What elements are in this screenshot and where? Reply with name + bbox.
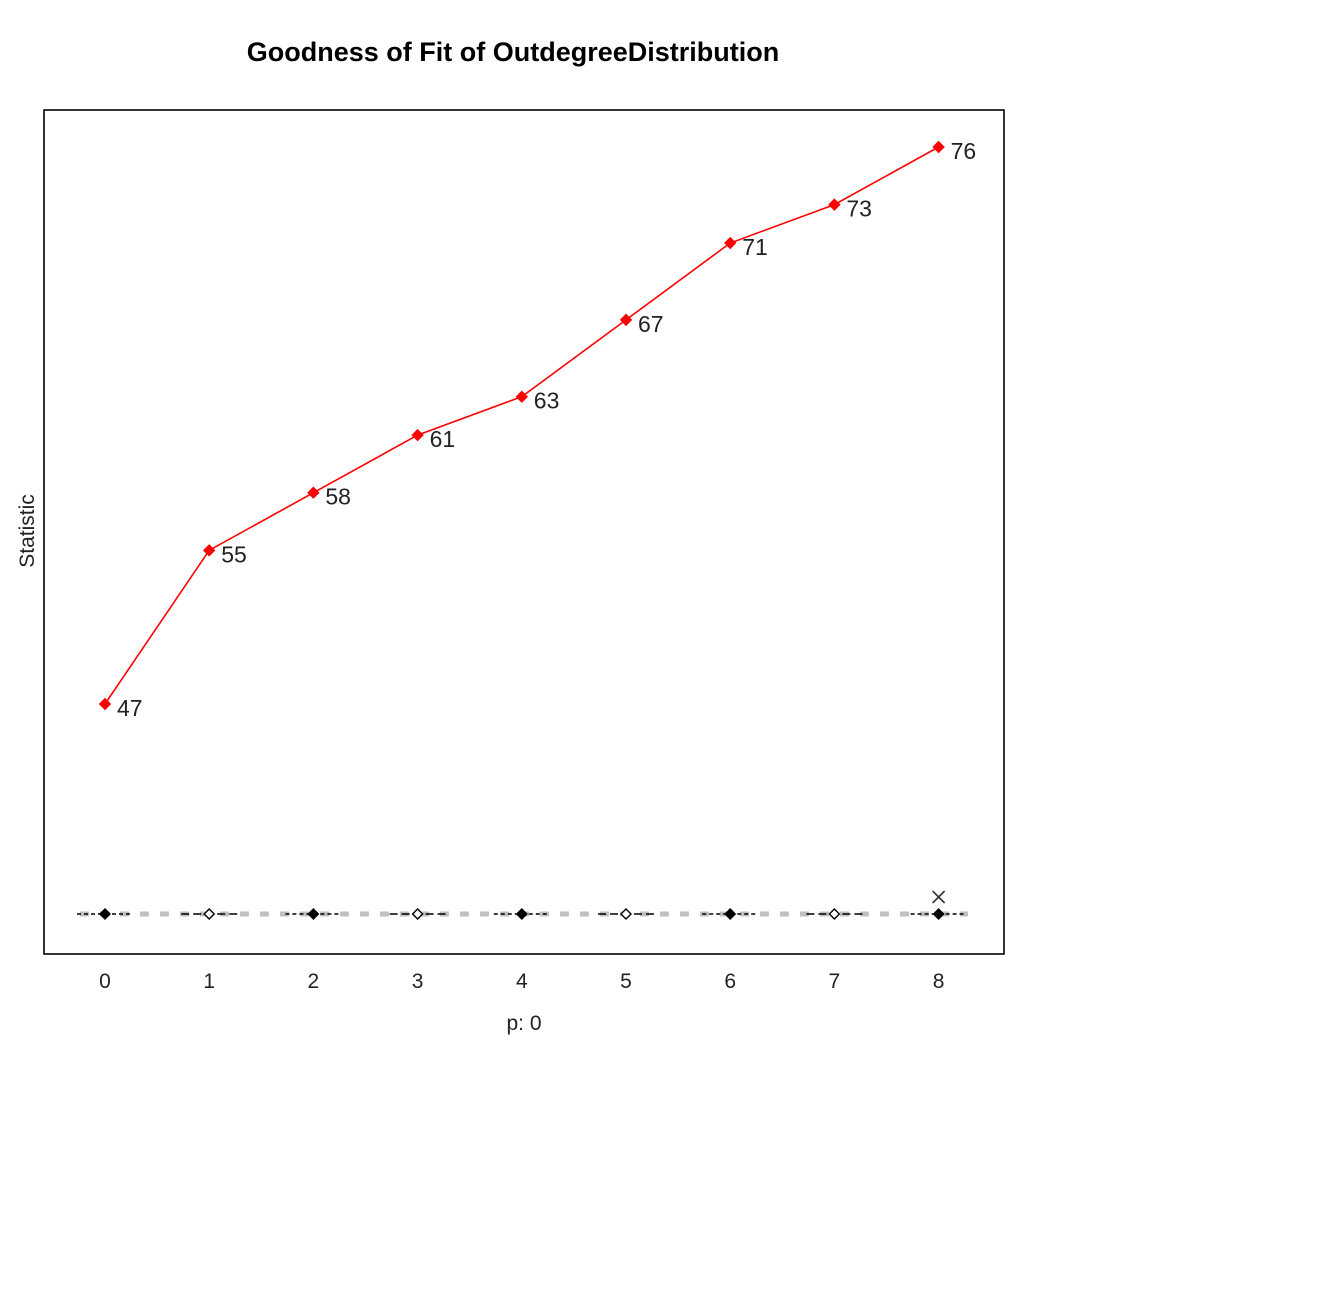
observed-point (515, 390, 529, 403)
observed-point (619, 313, 633, 327)
simulated-point (724, 908, 737, 920)
x-axis-ticks: 0 1 2 3 4 5 6 7 8 (99, 970, 944, 993)
observed-series: 47 55 58 61 63 67 71 73 76 (98, 138, 977, 721)
observed-point (723, 236, 737, 250)
simulated-x-marker (932, 890, 946, 904)
plot-frame (43, 109, 1005, 955)
x-tick-label: 4 (516, 970, 528, 993)
x-tick-label: 5 (620, 970, 632, 993)
observed-data-label: 73 (846, 196, 872, 222)
x-tick-label: 6 (724, 970, 736, 993)
observed-point (98, 697, 112, 711)
simulated-point (307, 908, 320, 920)
observed-data-label: 63 (534, 388, 560, 414)
simulated-point (828, 908, 841, 920)
simulated-point (411, 908, 424, 920)
observed-data-label: 55 (221, 541, 247, 567)
simulated-point (203, 908, 216, 920)
observed-data-label: 47 (117, 695, 143, 721)
observed-data-label: 76 (951, 138, 977, 164)
simulated-point (515, 908, 528, 920)
observed-point (202, 544, 216, 557)
simulated-series (77, 890, 968, 920)
observed-point (828, 198, 841, 211)
observed-point (932, 140, 945, 154)
simulated-point (620, 908, 632, 920)
observed-data-label: 58 (325, 484, 351, 510)
observed-point (411, 428, 424, 442)
chart-title: Goodness of Fit of OutdegreeDistribution (247, 37, 780, 67)
x-axis-label: p: 0 (506, 1012, 541, 1035)
y-axis-label: Statistic (16, 494, 39, 568)
observed-data-label: 61 (430, 426, 456, 452)
simulated-point (99, 908, 111, 920)
observed-data-label: 67 (638, 311, 664, 337)
observed-data-label: 71 (742, 234, 768, 260)
x-tick-label: 1 (203, 970, 215, 993)
x-tick-label: 8 (933, 970, 945, 993)
observed-line (104, 146, 939, 705)
simulated-point (932, 908, 945, 920)
x-tick-label: 0 (99, 970, 111, 993)
x-tick-label: 2 (308, 970, 320, 993)
observed-point (307, 486, 320, 499)
x-tick-label: 7 (829, 970, 841, 993)
x-tick-label: 3 (412, 970, 424, 993)
